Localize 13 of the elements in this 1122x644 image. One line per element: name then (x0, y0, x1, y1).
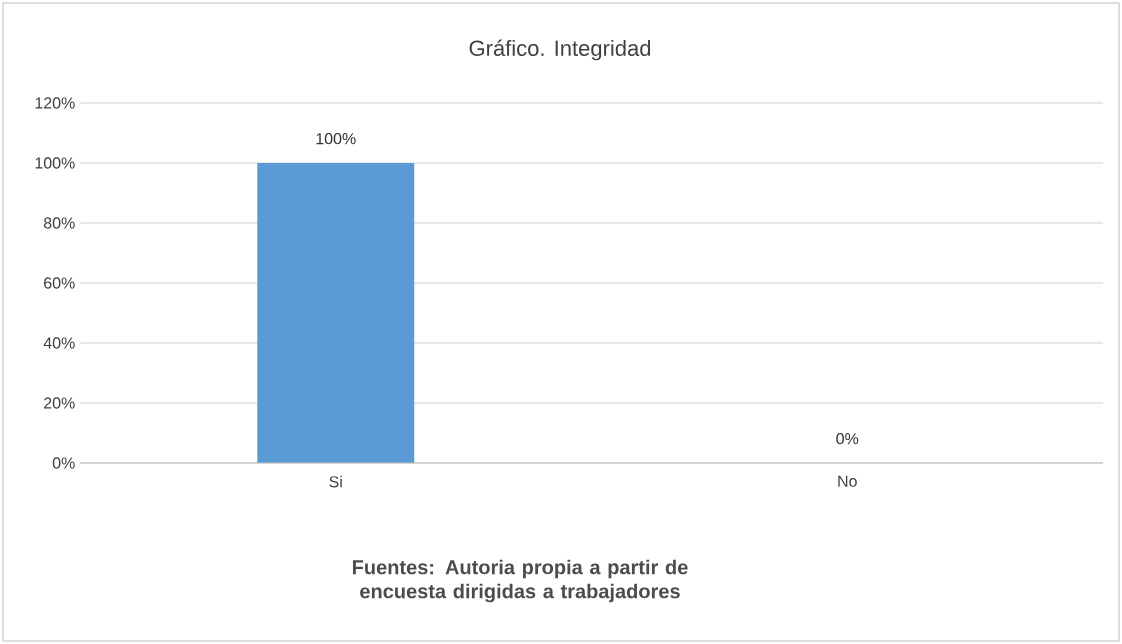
y-tick-label: 100% (35, 157, 75, 169)
data-label: 0% (836, 432, 859, 445)
y-tick-label: 60% (44, 277, 75, 289)
y-tick-label: 20% (44, 397, 75, 409)
x-tick-label: Si (329, 475, 342, 488)
x-tick-label: No (838, 475, 857, 487)
source-note: Fuentes: Autoria propia a partir de encuesta dirigidas a trabajadores (352, 559, 688, 603)
y-tick-label: 80% (43, 217, 75, 229)
y-tick-label: 0% (52, 457, 75, 469)
chart-title: Gráfico. Integridad (469, 39, 651, 61)
y-tick-label: 120% (35, 97, 75, 109)
y-tick-label: 40% (43, 337, 75, 349)
data-label: 100% (316, 132, 356, 145)
